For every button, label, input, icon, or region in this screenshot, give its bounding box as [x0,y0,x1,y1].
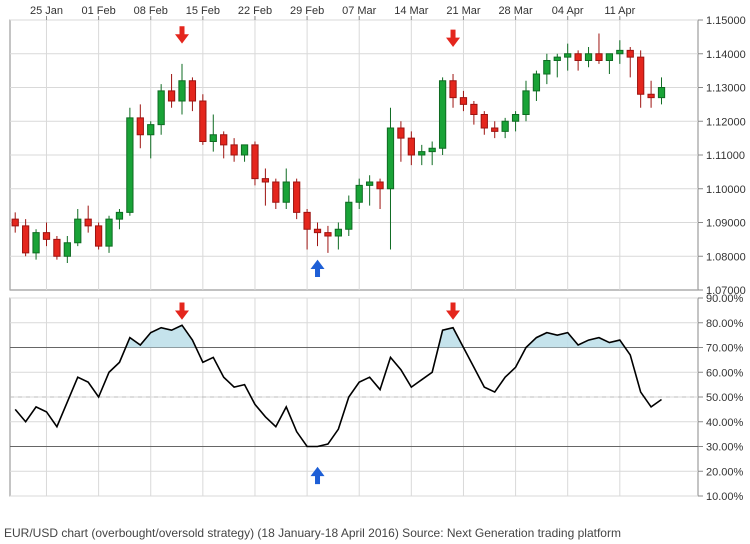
candle-body [262,179,268,182]
candle-body [565,54,571,57]
price-tick-label: 1.08000 [706,251,746,263]
osc-tick-label: 10.00% [706,491,744,503]
candle-body [596,54,602,61]
candle-body [398,128,404,138]
candle-body [575,54,581,61]
candle-body [356,185,362,202]
candle-body [554,57,560,60]
x-tick-label: 22 Feb [238,5,272,17]
osc-tick-label: 30.00% [706,442,744,454]
candle-body [75,219,81,243]
x-tick-label: 07 Mar [342,5,377,17]
candle-body [492,128,498,131]
price-tick-label: 1.09000 [706,218,746,230]
osc-tick-label: 20.00% [706,466,744,478]
candle-body [283,182,289,202]
x-tick-label: 14 Mar [394,5,429,17]
candle-body [137,118,143,135]
candle-body [346,202,352,229]
candle-body [273,182,279,202]
candle-body [533,74,539,91]
candle-body [460,98,466,105]
candle-body [335,229,341,236]
osc-tick-label: 50.00% [706,392,744,404]
x-tick-label: 04 Apr [552,5,584,17]
candle-body [408,138,414,155]
candle-body [617,50,623,53]
candle-body [367,182,373,185]
osc-tick-label: 40.00% [706,417,744,429]
candle-body [325,233,331,236]
candle-body [23,226,29,253]
chart-container: 1.070001.080001.090001.100001.110001.120… [0,0,750,544]
candle-body [387,128,393,189]
candle-body [377,182,383,189]
candle-body [64,243,70,257]
x-tick-label: 01 Feb [81,5,115,17]
candle-body [116,212,122,219]
candle-body [627,50,633,57]
candle-body [148,125,154,135]
candle-body [12,219,18,226]
candle-body [179,81,185,101]
candle-body [33,233,39,253]
candle-body [43,233,49,240]
candle-body [210,135,216,142]
price-tick-label: 1.12000 [706,116,746,128]
candle-body [439,81,445,149]
candle-body [648,94,654,97]
candle-body [638,57,644,94]
candle-body [606,54,612,61]
candle-body [241,145,247,155]
candle-body [512,115,518,122]
x-tick-label: 29 Feb [290,5,324,17]
candle-body [429,148,435,151]
candle-body [419,152,425,155]
candle-body [189,81,195,101]
candle-body [450,81,456,98]
candle-body [54,239,60,256]
candle-body [502,121,508,131]
x-tick-label: 28 Mar [498,5,533,17]
candle-body [314,229,320,232]
osc-tick-label: 70.00% [706,343,744,355]
candle-body [200,101,206,142]
candle-body [85,219,91,226]
x-tick-label: 11 Apr [604,5,635,17]
candle-body [231,145,237,155]
candle-body [294,182,300,212]
candle-body [523,91,529,115]
x-tick-label: 15 Feb [186,5,220,17]
osc-tick-label: 60.00% [706,367,744,379]
price-tick-label: 1.13000 [706,83,746,95]
candle-body [471,104,477,114]
chart-svg: 1.070001.080001.090001.100001.110001.120… [0,0,750,544]
price-tick-label: 1.11000 [706,150,745,162]
candle-body [585,54,591,61]
osc-tick-label: 90.00% [706,293,744,305]
price-tick-label: 1.10000 [706,184,746,196]
candle-body [95,226,101,246]
candle-body [252,145,258,179]
caption-text: EUR/USD chart (overbought/oversold strat… [4,526,621,540]
x-tick-label: 25 Jan [30,5,63,17]
candle-body [221,135,227,145]
price-tick-label: 1.15000 [706,15,746,27]
candle-body [658,88,664,98]
candle-body [304,212,310,229]
x-tick-label: 21 Mar [446,5,481,17]
price-tick-label: 1.14000 [706,49,746,61]
candle-body [544,61,550,75]
x-tick-label: 08 Feb [134,5,168,17]
osc-tick-label: 80.00% [706,318,744,330]
candle-body [106,219,112,246]
candle-body [158,91,164,125]
candle-body [481,115,487,129]
candle-body [168,91,174,101]
candle-body [127,118,133,213]
